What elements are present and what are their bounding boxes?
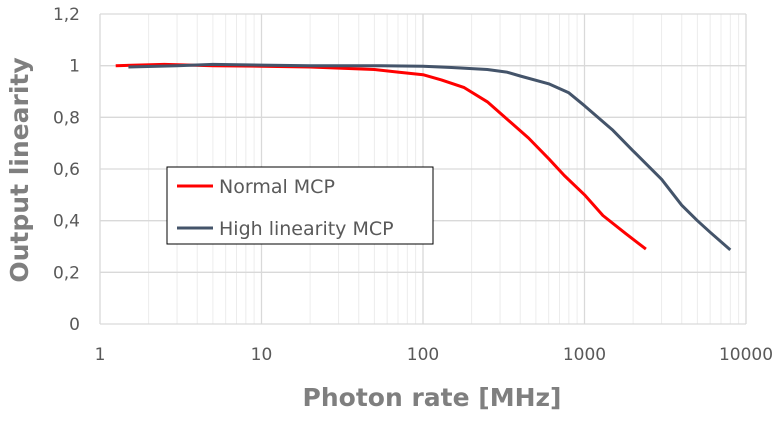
- x-tick-label: 100: [407, 345, 439, 365]
- y-tick-label: 0: [69, 315, 80, 335]
- legend-label-high-linearity-mcp: High linearity MCP: [219, 218, 394, 240]
- series-line-high-linearity-mcp: [128, 62, 732, 252]
- legend: Normal MCP High linearity MCP: [166, 166, 434, 245]
- y-tick-label: 0,4: [53, 212, 80, 232]
- legend-label-normal-mcp: Normal MCP: [219, 176, 335, 198]
- y-tick-label: 0,2: [53, 263, 80, 283]
- y-tick-label: 0,6: [53, 160, 80, 180]
- x-tick-label: 10000: [719, 345, 773, 365]
- y-tick-labels: 0 0,2 0,4 0,6 0,8 1 1,2: [53, 5, 80, 335]
- x-tick-label: 10: [251, 345, 273, 365]
- y-tick-label: 1,2: [53, 5, 80, 25]
- x-axis-label: Photon rate [MHz]: [303, 383, 562, 412]
- series-lines: [115, 62, 732, 252]
- x-tick-labels: 1 10 100 1000 10000: [95, 345, 773, 365]
- y-tick-label: 1: [69, 57, 80, 77]
- x-tick-label: 1000: [563, 345, 606, 365]
- y-axis-label: Output linearity: [5, 57, 34, 282]
- y-tick-label: 0,8: [53, 108, 80, 128]
- x-tick-label: 1: [95, 345, 106, 365]
